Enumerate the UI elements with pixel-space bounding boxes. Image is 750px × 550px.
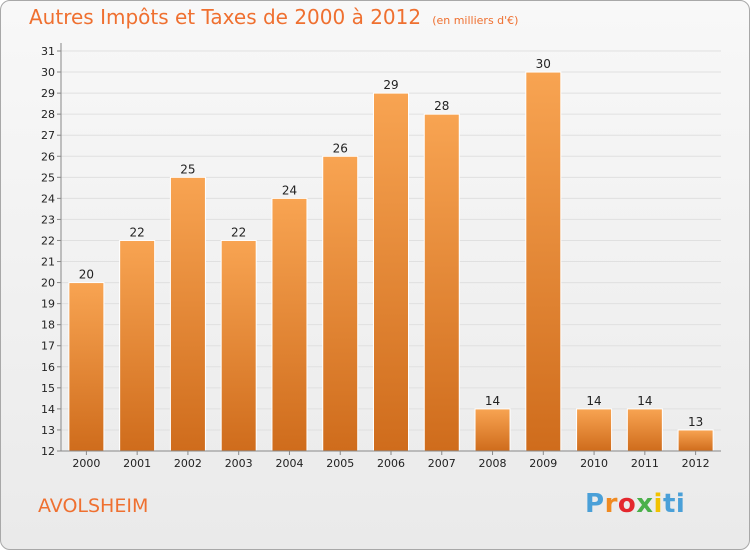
x-tick-label: 2001 <box>123 457 151 470</box>
data-label: 20 <box>79 268 94 282</box>
x-tick-label: 2005 <box>326 457 354 470</box>
y-tick-label: 23 <box>41 213 55 226</box>
bar <box>68 282 105 452</box>
bar <box>169 176 206 452</box>
data-label: 14 <box>637 394 652 408</box>
y-tick-label: 24 <box>41 192 55 205</box>
data-label: 29 <box>383 78 398 92</box>
bar <box>423 113 460 452</box>
y-tick-label: 22 <box>41 234 55 247</box>
bar <box>677 429 714 452</box>
data-label: 25 <box>180 162 195 176</box>
x-tick-label: 2010 <box>580 457 608 470</box>
data-label: 24 <box>282 183 297 197</box>
data-label: 22 <box>231 225 246 239</box>
commune-name: AVOLSHEIM <box>38 495 149 517</box>
x-tick-label: 2008 <box>479 457 507 470</box>
logo-letter: P <box>585 489 605 519</box>
y-tick-label: 16 <box>41 361 55 374</box>
x-tick-label: 2004 <box>275 457 303 470</box>
logo-letter: ti <box>662 489 686 519</box>
y-tick-label: 13 <box>41 424 55 437</box>
x-tick-label: 2003 <box>225 457 253 470</box>
logo-letter: x <box>636 489 654 519</box>
data-label: 14 <box>485 394 500 408</box>
bar <box>220 239 257 452</box>
bar <box>373 92 409 452</box>
y-tick-label: 15 <box>41 382 55 395</box>
proxiti-logo[interactable]: Proxiti <box>585 489 685 519</box>
y-tick-label: 14 <box>41 403 55 416</box>
title-main: Autres Impôts et Taxes de 2000 à 2012 <box>29 5 422 29</box>
x-tick-label: 2011 <box>631 457 659 470</box>
y-tick-label: 29 <box>41 87 55 100</box>
chart-title: Autres Impôts et Taxes de 2000 à 2012 (e… <box>29 5 518 29</box>
x-tick-label: 2007 <box>428 457 456 470</box>
y-tick-label: 26 <box>41 150 55 163</box>
y-tick-label: 30 <box>41 66 55 79</box>
y-tick-label: 20 <box>41 277 55 290</box>
data-label: 13 <box>688 415 703 429</box>
x-tick-label: 2000 <box>72 457 100 470</box>
data-label: 14 <box>586 394 601 408</box>
y-tick-label: 19 <box>41 298 55 311</box>
axes: 12 13 14 15 16 17 18 19 20 21 22 23 24 25 26 27 28 29 30 31… <box>41 43 721 470</box>
bar <box>626 408 663 452</box>
y-tick-label: 31 <box>41 45 55 58</box>
data-label: 28 <box>434 99 449 113</box>
data-label: 30 <box>536 57 551 71</box>
y-tick-label: 12 <box>41 445 55 458</box>
y-tick-label: 18 <box>41 319 55 332</box>
y-tick-label: 28 <box>41 108 55 121</box>
y-tick-label: 17 <box>41 340 55 353</box>
x-tick-label: 2002 <box>174 457 202 470</box>
bar <box>119 239 156 452</box>
bar <box>576 408 613 452</box>
data-label: 26 <box>333 141 348 155</box>
title-unit: (en milliers d'€) <box>432 14 519 27</box>
bars <box>68 71 714 452</box>
y-tick-label: 27 <box>41 129 55 142</box>
y-tick-label: 25 <box>41 171 55 184</box>
x-tick-label: 2009 <box>529 457 557 470</box>
y-tick-label: 21 <box>41 256 55 269</box>
bar <box>322 155 359 452</box>
logo-letter: r <box>604 489 618 519</box>
x-tick-label: 2006 <box>377 457 405 470</box>
logo-letter: i <box>653 489 663 519</box>
data-label: 22 <box>130 225 145 239</box>
bar <box>474 408 511 452</box>
logo-letter: o <box>617 489 637 519</box>
bar <box>271 197 308 452</box>
bar <box>525 71 562 452</box>
data-labels: 20 22 25 22 24 26 29 28 14 30 14 14 13 <box>79 57 704 429</box>
x-tick-label: 2012 <box>682 457 710 470</box>
